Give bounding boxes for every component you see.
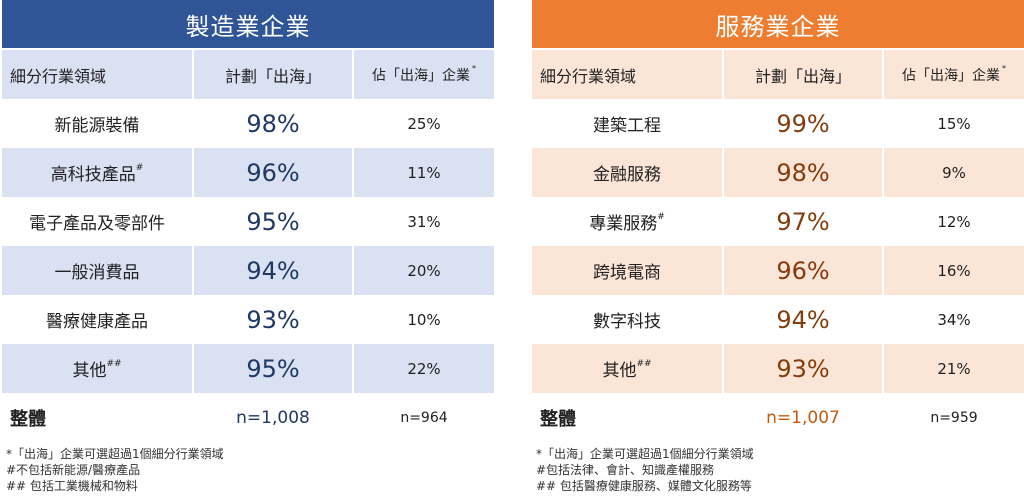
header-sector: 細分行業領域: [532, 50, 722, 99]
share-percent: 12%: [937, 212, 971, 231]
sector-label: 數字科技: [593, 312, 661, 332]
header-share: 佔「出海」企業 *: [884, 50, 1024, 99]
share-percent: 20%: [354, 246, 494, 295]
header-share-mark: *: [1002, 64, 1006, 73]
sector-name: 一般消費品: [2, 246, 192, 295]
sector-mark: #: [657, 211, 665, 222]
sector-mark: ##: [106, 358, 122, 369]
total-n-plan: n=1,007: [766, 407, 840, 428]
services-title: 服務業企業: [532, 0, 1024, 48]
sector-name: 高科技產品 #: [2, 148, 192, 197]
share-percent: 21%: [884, 344, 1024, 393]
footnote: #不包括新能源/醫療產品: [6, 463, 141, 477]
share-percent: 15%: [937, 114, 971, 133]
header-share: 佔「出海」企業 *: [354, 50, 494, 99]
sector-name: 專業服務 #: [532, 197, 722, 246]
plan-percent: 96%: [194, 148, 352, 197]
share-percent: 22%: [354, 344, 494, 393]
table-row: 金融服務 98% 9%: [532, 148, 1024, 197]
sector-label: 專業服務: [589, 214, 658, 234]
footnote: ## 包括醫療健康服務、媒體文化服務等: [536, 479, 752, 493]
total-n-share: n=964: [400, 409, 448, 426]
table-row: 其他 ## 93% 21%: [532, 344, 1024, 393]
total-label: 整體: [540, 408, 576, 430]
share-percent: 11%: [354, 148, 494, 197]
sector-mark: #: [135, 162, 144, 173]
sector-label: 其他: [602, 361, 637, 381]
plan-percent: 99%: [776, 109, 830, 138]
footnote: *「出海」企業可選超過1個細分行業領域: [6, 447, 224, 461]
table-row: 跨境電商 96% 16%: [532, 246, 1024, 295]
sector-label: 一般消費品: [54, 263, 140, 283]
sector-name: 建築工程: [532, 99, 722, 148]
plan-percent: 94%: [776, 305, 830, 334]
share-percent: 9%: [884, 148, 1024, 197]
header-share-label: 佔「出海」企業: [902, 67, 1000, 84]
sector-label: 金融服務: [593, 165, 661, 185]
manufacturing-title: 製造業企業: [2, 0, 494, 48]
table-row: 一般消費品 94% 20%: [2, 246, 494, 295]
sector-label: 其他: [72, 361, 107, 381]
total-row: 整體 n=1,008 n=964: [2, 393, 494, 442]
plan-percent: 96%: [724, 246, 882, 295]
sector-label: 建築工程: [593, 116, 661, 136]
plan-percent: 94%: [194, 246, 352, 295]
services-footnotes: *「出海」企業可選超過1個細分行業領域 #包括法律、會計、知識產權服務 ## 包…: [536, 446, 754, 494]
total-label: 整體: [10, 408, 46, 430]
sector-name: 新能源裝備: [2, 99, 192, 148]
share-percent: 16%: [884, 246, 1024, 295]
sector-name: 其他 ##: [532, 344, 722, 393]
share-percent: 25%: [407, 114, 441, 133]
header-share-label: 佔「出海」企業: [372, 67, 470, 84]
footnote: *「出海」企業可選超過1個細分行業領域: [536, 447, 754, 461]
sector-name: 數字科技: [532, 295, 722, 344]
sector-label: 醫療健康產品: [46, 312, 148, 332]
table-row: 建築工程 99% 15%: [532, 99, 1024, 148]
header-plan: 計劃「出海」: [724, 50, 882, 99]
table-row: 高科技產品 # 96% 11%: [2, 148, 494, 197]
plan-percent: 98%: [724, 148, 882, 197]
sector-name: 醫療健康產品: [2, 295, 192, 344]
total-row: 整體 n=1,007 n=959: [532, 393, 1024, 442]
share-percent: 34%: [937, 310, 971, 329]
table-row: 醫療健康產品 93% 10%: [2, 295, 494, 344]
sector-label: 新能源裝備: [54, 116, 140, 136]
footnote: #包括法律、會計、知識產權服務: [536, 463, 715, 477]
plan-percent: 95%: [246, 207, 300, 236]
sector-name: 跨境電商: [532, 246, 722, 295]
services-panel: 服務業企業 細分行業領域 計劃「出海」 佔「出海」企業 * 建築工程 99% 15…: [532, 0, 1024, 442]
table-row: 新能源裝備 98% 25%: [2, 99, 494, 148]
table-row: 電子產品及零部件 95% 31%: [2, 197, 494, 246]
table-row: 其他 ## 95% 22%: [2, 344, 494, 393]
header-share-mark: *: [472, 64, 476, 73]
total-n-plan: n=1,008: [236, 407, 310, 428]
sector-label: 電子產品及零部件: [29, 214, 165, 234]
manufacturing-footnotes: *「出海」企業可選超過1個細分行業領域 #不包括新能源/醫療產品 ## 包括工業…: [6, 446, 224, 494]
total-n-share: n=959: [930, 409, 978, 426]
plan-percent: 98%: [246, 109, 300, 138]
sector-label: 跨境電商: [593, 263, 661, 283]
header-sector: 細分行業領域: [2, 50, 192, 99]
sector-name: 金融服務: [532, 148, 722, 197]
table-header: 細分行業領域 計劃「出海」 佔「出海」企業 *: [532, 50, 1024, 99]
sector-name: 其他 ##: [2, 344, 192, 393]
plan-percent: 97%: [776, 207, 830, 236]
share-percent: 31%: [407, 212, 441, 231]
table-row: 專業服務 # 97% 12%: [532, 197, 1024, 246]
table-row: 數字科技 94% 34%: [532, 295, 1024, 344]
header-plan: 計劃「出海」: [194, 50, 352, 99]
plan-percent: 93%: [724, 344, 882, 393]
sector-label: 高科技產品: [50, 165, 136, 185]
plan-percent: 95%: [194, 344, 352, 393]
footnote: ## 包括工業機械和物料: [6, 479, 138, 493]
manufacturing-panel: 製造業企業 細分行業領域 計劃「出海」 佔「出海」企業 * 新能源裝備 98% 2…: [2, 0, 494, 442]
table-header: 細分行業領域 計劃「出海」 佔「出海」企業 *: [2, 50, 494, 99]
share-percent: 10%: [407, 310, 441, 329]
sector-name: 電子產品及零部件: [2, 197, 192, 246]
sector-mark: ##: [636, 358, 652, 369]
plan-percent: 93%: [246, 305, 300, 334]
